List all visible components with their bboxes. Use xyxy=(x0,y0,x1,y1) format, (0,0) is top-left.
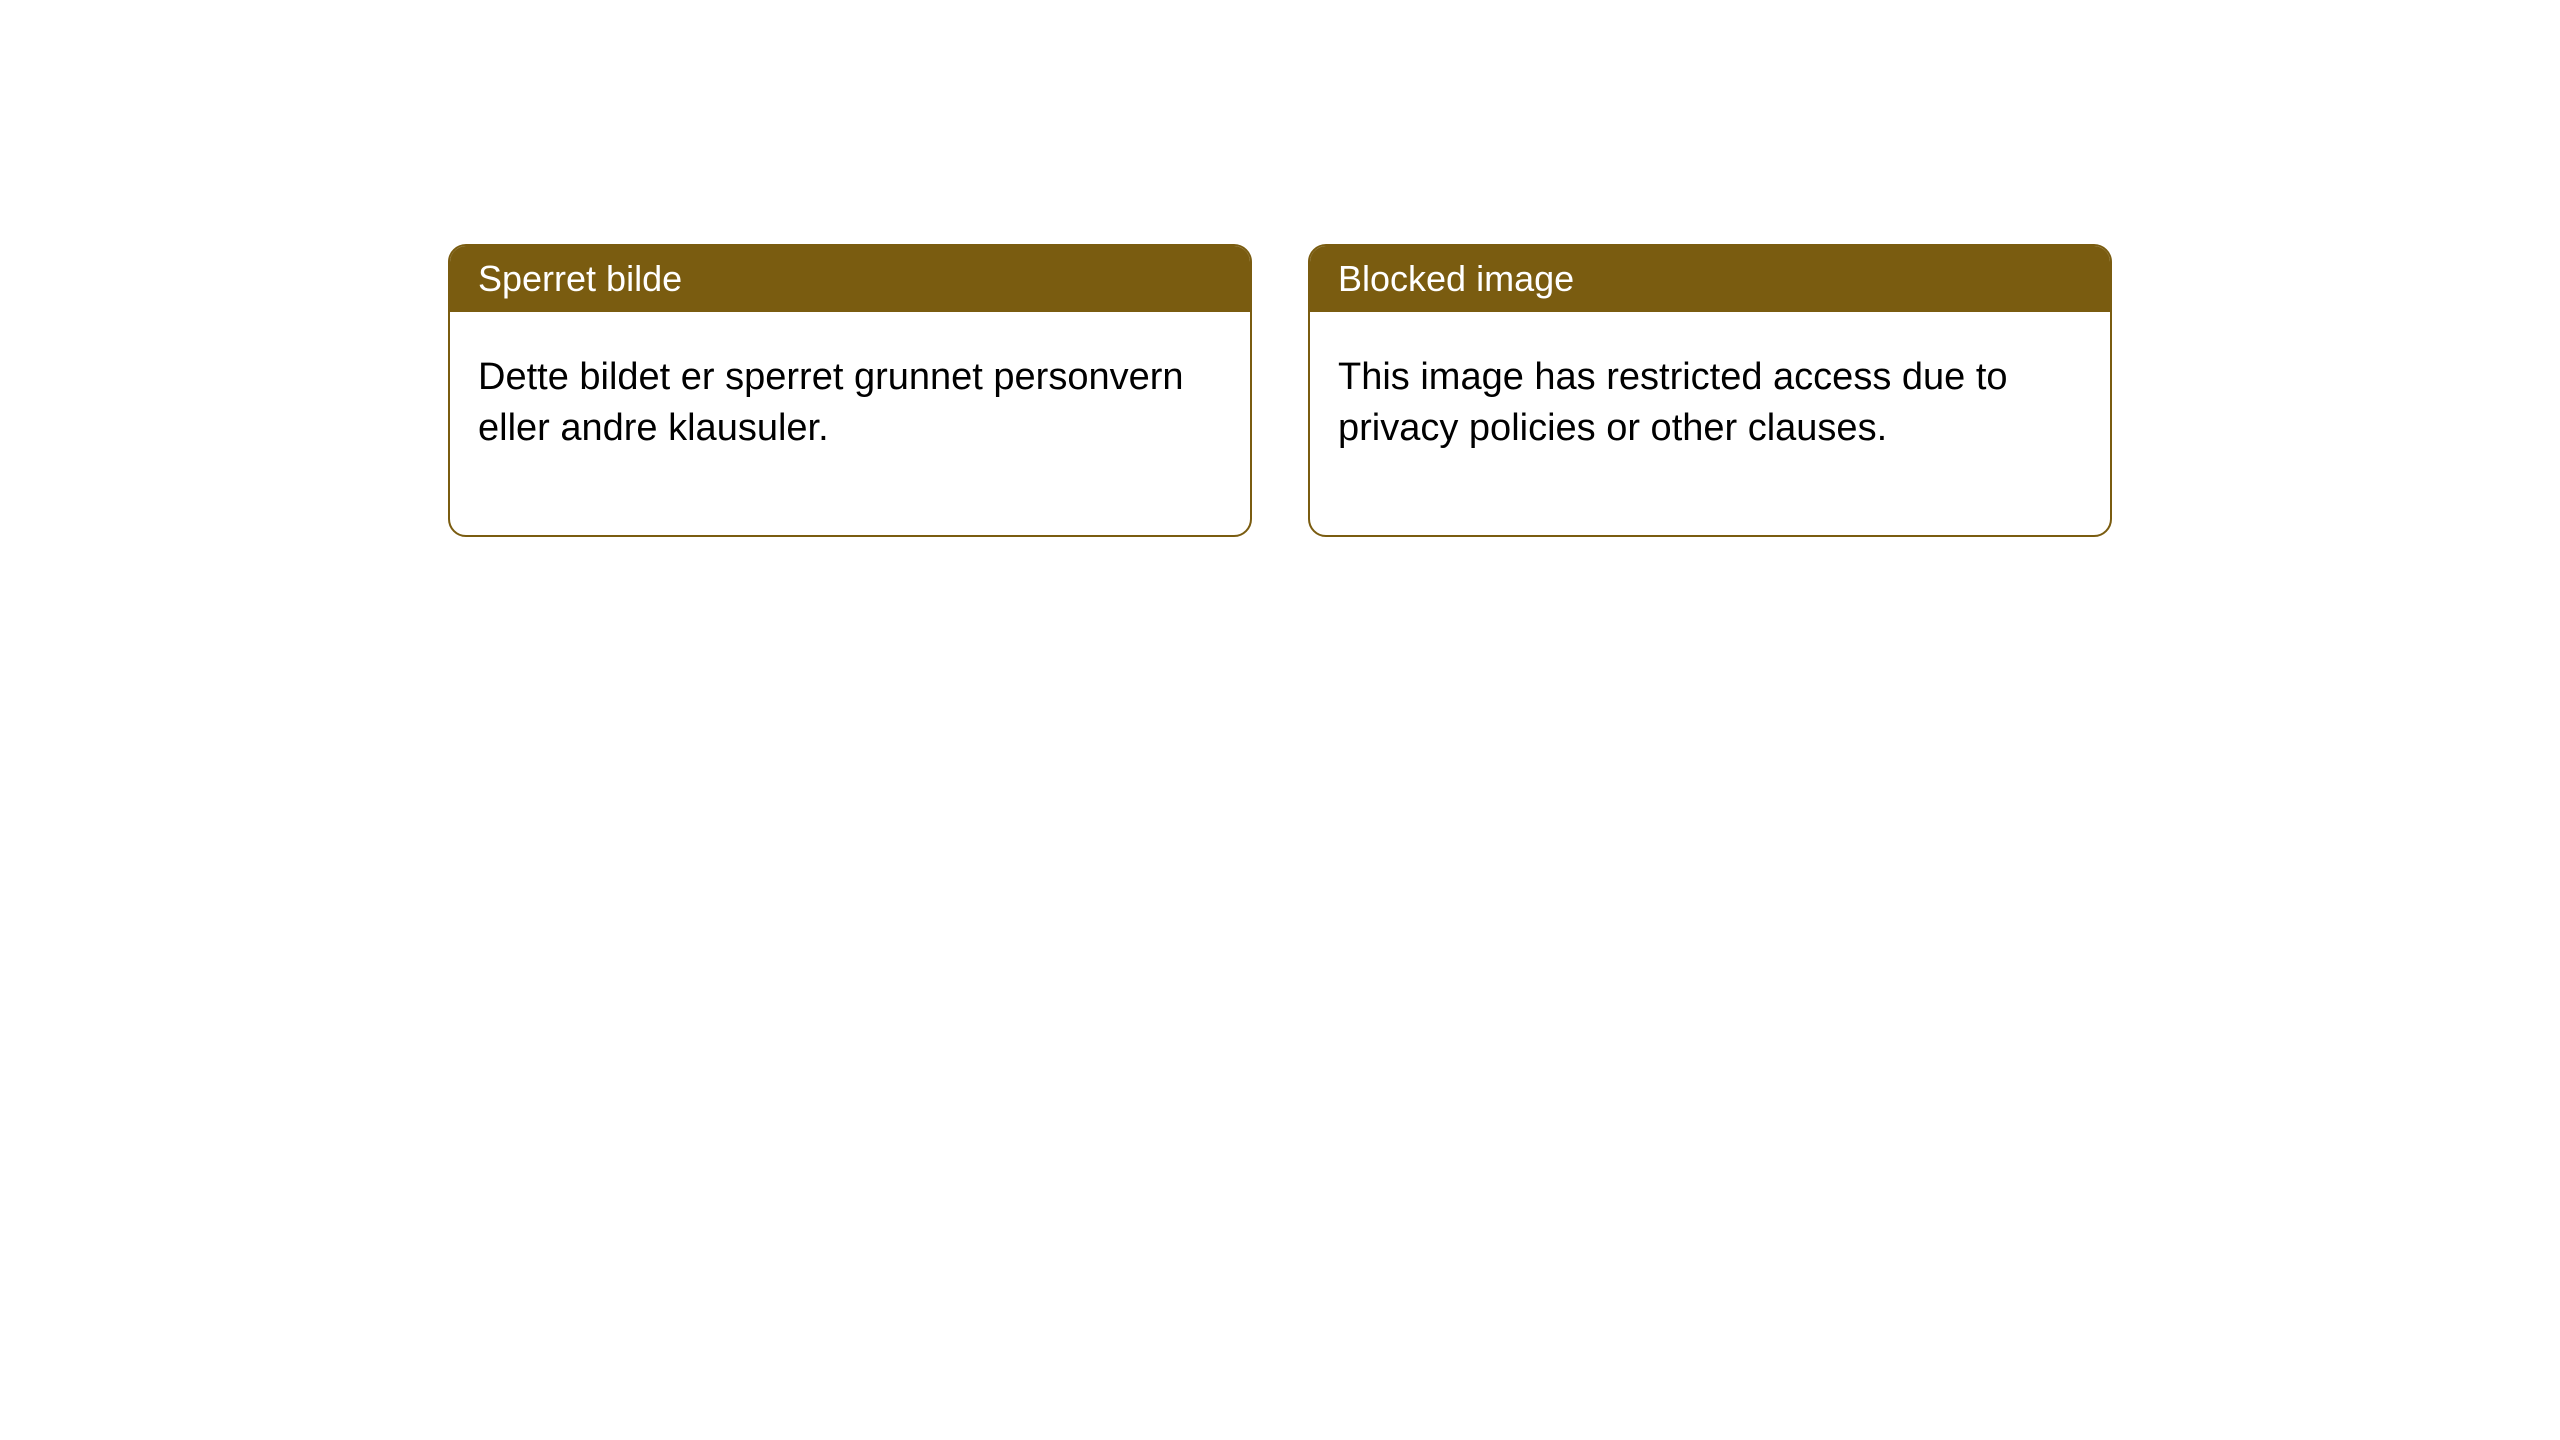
notice-header: Blocked image xyxy=(1310,246,2110,312)
notice-box-norwegian: Sperret bilde Dette bildet er sperret gr… xyxy=(448,244,1252,537)
notice-box-english: Blocked image This image has restricted … xyxy=(1308,244,2112,537)
notice-container: Sperret bilde Dette bildet er sperret gr… xyxy=(448,244,2112,537)
notice-header: Sperret bilde xyxy=(450,246,1250,312)
notice-body: Dette bildet er sperret grunnet personve… xyxy=(450,312,1250,535)
notice-body: This image has restricted access due to … xyxy=(1310,312,2110,535)
